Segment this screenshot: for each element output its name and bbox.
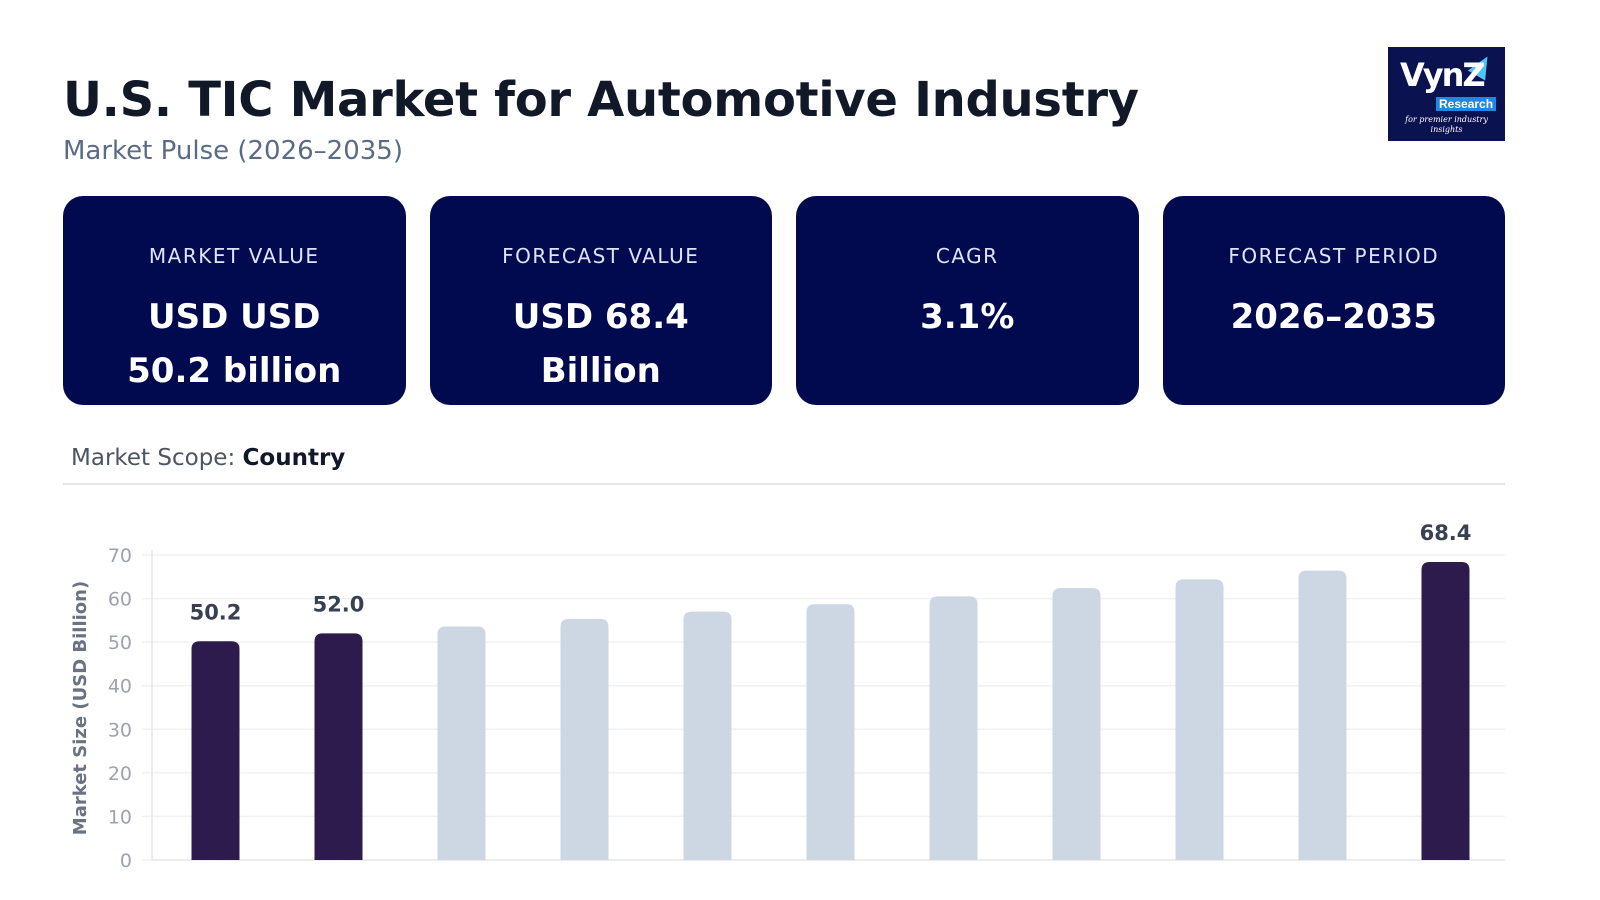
y-tick-label: 70 <box>108 545 132 567</box>
logo-text: VynZ <box>1400 56 1486 94</box>
y-tick-label: 50 <box>108 632 132 654</box>
bar <box>1298 570 1347 860</box>
card-value: 3.1% <box>920 297 1015 337</box>
card-label: CAGR <box>935 244 999 268</box>
card-value: 2026–2035 <box>1230 297 1437 337</box>
bar <box>1421 561 1470 860</box>
card-forecast-period: FORECAST PERIOD 2026–2035 <box>1162 196 1505 405</box>
y-tick-label: 30 <box>108 719 132 741</box>
logo-tagline: for premier industry insights <box>1405 115 1488 134</box>
card-cagr: CAGR 3.1% <box>796 196 1139 405</box>
page-subtitle: Market Pulse (2026–2035) <box>63 136 403 166</box>
data-label: 50.2 <box>190 600 242 624</box>
bar <box>437 626 486 860</box>
card-forecast-value: FORECAST VALUE USD 68.4 Billion <box>429 196 772 405</box>
bar <box>314 633 363 860</box>
y-tick-label: 10 <box>108 806 132 828</box>
vynz-logo: VynZ Research for premier industry insig… <box>1388 47 1505 141</box>
card-label: MARKET VALUE <box>148 244 320 268</box>
logo-sub: Research <box>1436 97 1497 111</box>
bar <box>560 619 609 860</box>
data-label: 68.4 <box>1420 521 1472 545</box>
y-tick-label: 60 <box>108 589 132 611</box>
card-value: USD USD 50.2 billion <box>127 297 342 391</box>
bar <box>1175 579 1224 860</box>
bar <box>191 641 240 860</box>
divider <box>63 483 1505 485</box>
card-value: USD 68.4 Billion <box>512 297 689 391</box>
kpi-cards: MARKET VALUE USD USD 50.2 billion FORECAS… <box>63 196 1505 405</box>
market-scope: Market Scope: Country <box>71 444 345 472</box>
scope-value: Country <box>242 445 346 471</box>
bar <box>683 611 732 860</box>
y-tick-label: 20 <box>108 763 132 785</box>
page-title: U.S. TIC Market for Automotive Industry <box>63 72 1139 128</box>
bar <box>1052 588 1101 860</box>
scope-label: Market Scope: <box>71 445 236 471</box>
y-tick-label: 0 <box>120 850 132 872</box>
card-label: FORECAST PERIOD <box>1228 244 1440 268</box>
data-label: 52.0 <box>313 592 365 616</box>
y-axis-label: Market Size (USD Billion) <box>70 581 91 835</box>
card-market-value: MARKET VALUE USD USD 50.2 billion <box>63 196 406 405</box>
y-tick-label: 40 <box>108 676 132 698</box>
bar <box>929 596 978 860</box>
card-label: FORECAST VALUE <box>502 244 700 268</box>
bar <box>806 604 855 860</box>
